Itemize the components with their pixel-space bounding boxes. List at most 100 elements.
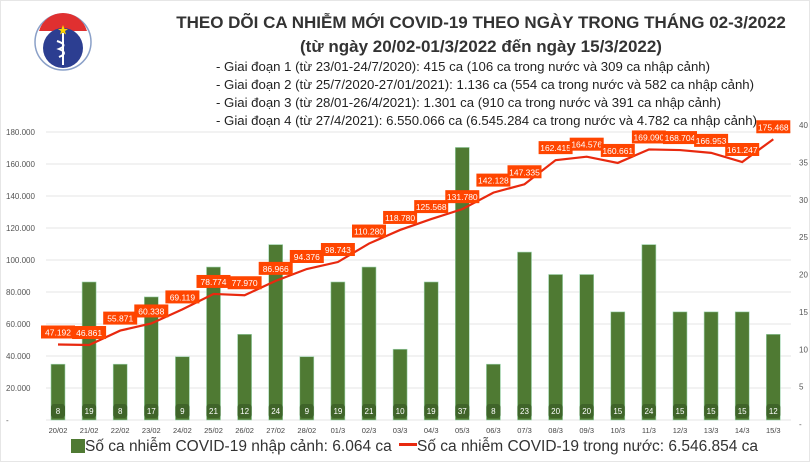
bar-imported	[330, 281, 346, 421]
bar-data-label: 10	[396, 407, 405, 416]
bar-label-box	[579, 404, 594, 418]
left-tick-label: 140.000	[6, 192, 35, 201]
left-tick-label: 100.000	[6, 256, 35, 265]
bar-imported	[361, 266, 377, 421]
line-data-label: 166.953	[696, 136, 727, 146]
x-tick-label: 23/02	[142, 426, 161, 435]
x-tick-label: 12/3	[673, 426, 688, 435]
line-data-label: 168.704	[665, 133, 696, 143]
bar-imported	[517, 251, 532, 421]
legend-imported: Số ca nhiễm COVID-19 nhập cảnh: 6.064 ca	[71, 438, 392, 456]
bar-data-label: 9	[305, 407, 310, 416]
bar-label-box	[51, 404, 65, 418]
phase-2: - Giai đoạn 2 (từ 25/7/2020-27/01/2021):…	[216, 77, 755, 92]
line-label-box	[538, 141, 573, 155]
bar-data-label: 15	[738, 407, 747, 416]
legend-domestic: Số ca nhiễm COVID-19 trong nước: 6.546.8…	[399, 438, 758, 456]
right-tick-label: 5	[799, 383, 804, 392]
bar-label-box	[237, 404, 252, 418]
line-label-box	[352, 224, 386, 238]
line-label-box	[258, 261, 293, 275]
bar-label-box	[393, 404, 408, 418]
bar-imported	[206, 266, 221, 421]
line-label-box	[289, 249, 324, 263]
line-data-label: 110.280	[354, 227, 384, 237]
bar-label-box	[610, 404, 625, 418]
right-tick-label: 25	[799, 233, 808, 242]
bar-imported	[610, 311, 626, 421]
line-label-box	[72, 326, 107, 340]
line-data-label: 118.780	[385, 213, 415, 223]
line-label-box	[569, 137, 604, 151]
line-data-label: 164.576	[571, 140, 602, 150]
left-tick-label: 120.000	[6, 224, 35, 233]
line-label-box	[600, 143, 635, 157]
x-tick-label: 26/02	[235, 426, 254, 435]
bar-label-box	[548, 404, 563, 418]
left-tick-label: 80.000	[6, 288, 31, 297]
line-data-label: 46.861	[76, 328, 102, 338]
line-label-box	[196, 274, 231, 288]
line-label-box	[414, 200, 449, 214]
line-label-box	[134, 304, 169, 318]
bar-label-box	[82, 404, 97, 418]
x-tick-label: 22/02	[111, 426, 130, 435]
bar-imported	[423, 281, 439, 421]
chart-subtitle: (từ ngày 20/02-01/3/2022 đến ngày 15/3/2…	[300, 37, 662, 56]
line-data-label: 131.780	[447, 192, 478, 202]
bar-data-label: 24	[644, 407, 653, 416]
bar-data-label: 19	[333, 407, 342, 416]
line-label-box	[41, 325, 75, 339]
line-data-label: 77.970	[232, 278, 258, 288]
line-label-box	[694, 133, 729, 147]
line-data-label: 98.743	[325, 245, 351, 255]
line-data-label: 142.128	[478, 176, 509, 186]
line-label-box	[507, 165, 542, 179]
bar-imported	[392, 348, 408, 421]
line-data-label: 86.966	[263, 264, 289, 274]
bar-imported	[454, 147, 470, 421]
bar-label-box	[113, 404, 128, 418]
bar-imported	[579, 274, 595, 421]
line-label-box	[227, 276, 262, 290]
bar-data-label: 23	[520, 407, 529, 416]
bar-label-box	[144, 404, 159, 418]
x-tick-label: 10/3	[610, 426, 625, 435]
bar-label-box	[704, 404, 719, 418]
bar-label-box	[486, 404, 501, 418]
line-data-label: 47.192	[45, 327, 71, 337]
left-tick-label: 20.000	[6, 384, 31, 393]
line-label-box	[756, 120, 791, 134]
line-label-box	[320, 243, 355, 257]
bar-imported	[703, 311, 719, 421]
x-tick-label: 06/3	[486, 426, 501, 435]
bar-label-box	[735, 404, 750, 418]
right-tick-label: -	[799, 420, 802, 429]
bar-data-label: 12	[769, 407, 778, 416]
bar-data-label: 37	[458, 407, 467, 416]
bar-data-label: 20	[582, 407, 591, 416]
x-tick-label: 14/3	[735, 426, 750, 435]
phase-3: - Giai đoạn 3 (từ 28/01-26/4/2021): 1.30…	[216, 95, 722, 110]
x-tick-label: 02/3	[362, 426, 377, 435]
bar-label-box	[766, 404, 781, 418]
line-data-label: 162.415	[540, 143, 571, 153]
bar-label-box	[206, 404, 221, 418]
x-tick-label: 15/3	[766, 426, 781, 435]
bar-label-box	[641, 404, 656, 418]
phase-1: - Giai đoạn 1 (từ 23/01-24/7/2020): 415 …	[216, 59, 711, 74]
x-tick-label: 20/02	[49, 426, 68, 435]
bar-data-label: 24	[271, 407, 280, 416]
bar-imported	[765, 333, 781, 421]
line-label-box	[725, 143, 760, 157]
bar-imported	[548, 274, 563, 421]
line-label-box	[663, 131, 697, 145]
x-tick-label: 01/3	[331, 426, 346, 435]
chart-title: THEO DÕI CA NHIỄM MỚI COVID-19 THEO NGÀY…	[176, 13, 786, 32]
bar-data-label: 8	[118, 407, 123, 416]
left-tick-label: 40.000	[6, 352, 31, 361]
x-tick-label: 07/3	[517, 426, 532, 435]
bar-imported	[672, 311, 688, 421]
bar-data-label: 9	[180, 407, 185, 416]
